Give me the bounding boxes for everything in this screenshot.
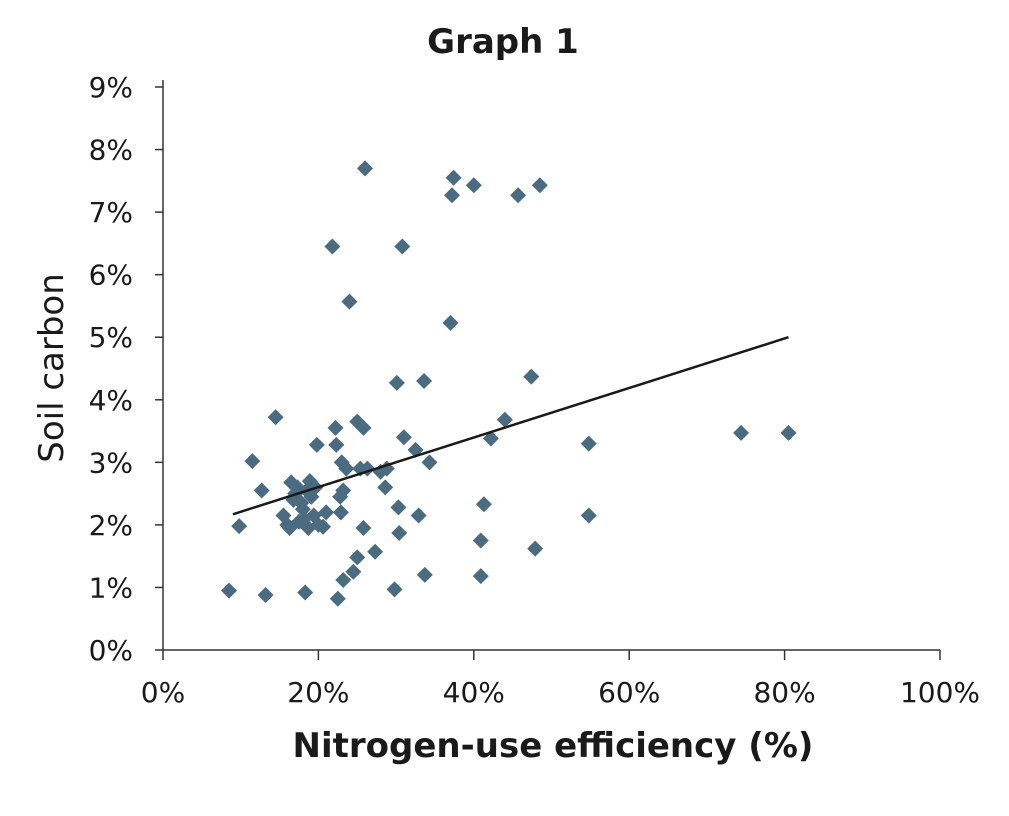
data-point (357, 160, 374, 177)
data-point (421, 454, 438, 471)
data-point (231, 518, 248, 535)
data-point (332, 504, 349, 521)
data-point (388, 374, 405, 391)
data-point (445, 169, 462, 186)
data-point (472, 532, 489, 549)
data-point (475, 496, 492, 513)
y-tick-label: 6% (89, 259, 133, 292)
data-point (580, 507, 597, 524)
data-point (335, 482, 352, 499)
data-point (345, 563, 362, 580)
x-tick-label: 80% (753, 676, 815, 709)
data-point (390, 499, 407, 516)
data-point (416, 373, 433, 390)
data-points (221, 160, 797, 607)
data-point (394, 238, 411, 255)
data-point (328, 436, 345, 453)
y-tick-label: 9% (89, 71, 133, 104)
data-point (780, 424, 797, 441)
data-point (315, 518, 332, 535)
data-point (391, 525, 408, 542)
data-point (442, 314, 459, 331)
data-point (335, 571, 352, 588)
y-tick-label: 7% (89, 196, 133, 229)
data-point (267, 409, 284, 426)
data-point (496, 411, 513, 428)
data-point (416, 566, 433, 583)
x-tick-label: 20% (287, 676, 349, 709)
data-point (221, 582, 238, 599)
y-tick-label: 8% (89, 134, 133, 167)
data-point (327, 419, 344, 436)
data-point (444, 187, 461, 204)
data-point (395, 429, 412, 446)
data-point (329, 590, 346, 607)
y-tick-label: 2% (89, 509, 133, 542)
y-tick-label: 0% (89, 634, 133, 667)
chart-title: Graph 1 (427, 22, 579, 62)
data-point (531, 177, 548, 194)
x-tick-label: 40% (443, 676, 505, 709)
data-point (324, 238, 341, 255)
data-point (510, 187, 527, 204)
data-point (733, 424, 750, 441)
x-tick-label: 100% (900, 676, 980, 709)
y-axis-label: Soil carbon (32, 273, 72, 463)
data-point (338, 460, 355, 477)
trend-line (232, 336, 789, 516)
y-axis-ticks: 0% 1% 2% 3% 4% 5% 6% 7% 8% 9% (89, 71, 163, 667)
y-tick-label: 5% (89, 321, 133, 354)
data-point (580, 435, 597, 452)
data-point (355, 419, 372, 436)
data-point (472, 568, 489, 585)
data-point (367, 543, 384, 560)
data-point (341, 293, 358, 310)
data-point (297, 584, 314, 601)
data-point (257, 586, 274, 603)
y-tick-label: 1% (89, 571, 133, 604)
data-point (253, 482, 270, 499)
x-axis-ticks: 0% 20% 40% 60% 80% 100% (141, 650, 980, 709)
x-tick-label: 60% (598, 676, 660, 709)
x-axis-label: Nitrogen-use efficiency (%) (293, 726, 814, 766)
y-tick-label: 4% (89, 384, 133, 417)
x-tick-label: 0% (141, 676, 185, 709)
data-point (377, 479, 394, 496)
data-point (410, 507, 427, 524)
y-tick-label: 3% (89, 446, 133, 479)
data-point (523, 368, 540, 385)
data-point (244, 453, 261, 470)
data-point (349, 549, 366, 566)
data-point (318, 504, 335, 521)
data-point (386, 581, 403, 598)
data-point (527, 540, 544, 557)
data-point (355, 520, 372, 537)
data-point (465, 177, 482, 194)
data-point (308, 436, 325, 453)
